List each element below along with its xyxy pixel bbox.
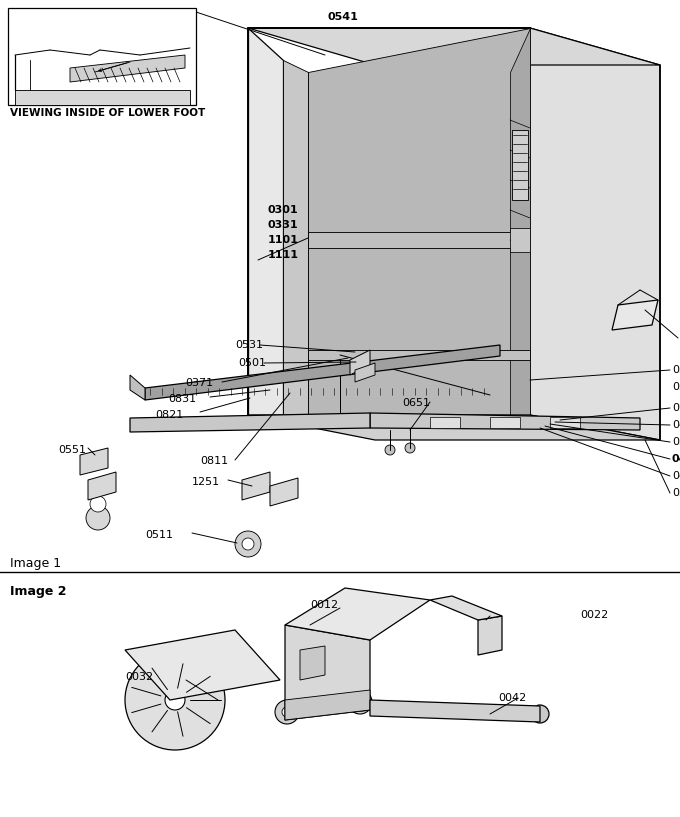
- Polygon shape: [8, 8, 196, 105]
- Polygon shape: [70, 55, 185, 82]
- Polygon shape: [355, 363, 375, 382]
- Text: 0511: 0511: [145, 530, 173, 540]
- Text: 0012: 0012: [310, 600, 338, 610]
- Text: 0042: 0042: [498, 693, 526, 703]
- Text: Image 1: Image 1: [10, 557, 61, 570]
- Polygon shape: [248, 415, 660, 440]
- Text: 1251: 1251: [192, 477, 220, 487]
- Circle shape: [355, 697, 365, 707]
- Text: 0391: 0391: [672, 382, 680, 392]
- Circle shape: [86, 506, 110, 530]
- Text: 0831: 0831: [168, 394, 196, 404]
- Polygon shape: [15, 90, 190, 105]
- Circle shape: [282, 707, 292, 717]
- Circle shape: [125, 650, 225, 750]
- Text: 0541: 0541: [327, 12, 358, 22]
- Polygon shape: [550, 417, 580, 428]
- Circle shape: [165, 690, 185, 710]
- Polygon shape: [248, 28, 660, 65]
- Polygon shape: [510, 228, 530, 252]
- Polygon shape: [145, 345, 500, 400]
- Polygon shape: [242, 472, 270, 500]
- Polygon shape: [285, 588, 430, 640]
- Circle shape: [275, 700, 299, 724]
- Text: 0381: 0381: [672, 365, 680, 375]
- Ellipse shape: [531, 705, 549, 723]
- Polygon shape: [308, 350, 530, 360]
- Text: 0461: 0461: [672, 454, 680, 464]
- Text: Image 2: Image 2: [10, 585, 67, 598]
- Text: 0551: 0551: [58, 445, 86, 455]
- Polygon shape: [370, 700, 540, 722]
- Text: 0821: 0821: [155, 410, 183, 420]
- Circle shape: [405, 443, 415, 453]
- Text: 0531: 0531: [235, 340, 263, 350]
- Polygon shape: [430, 596, 502, 620]
- Text: 0521: 0521: [672, 488, 680, 498]
- Polygon shape: [430, 417, 460, 428]
- Polygon shape: [283, 60, 308, 415]
- Text: 0651: 0651: [402, 398, 430, 408]
- Polygon shape: [270, 478, 298, 506]
- Circle shape: [242, 538, 254, 550]
- Text: 0501: 0501: [238, 358, 266, 368]
- Polygon shape: [88, 472, 116, 500]
- Polygon shape: [512, 130, 528, 200]
- Text: VIEWING INSIDE OF LOWER FOOT: VIEWING INSIDE OF LOWER FOOT: [10, 108, 205, 118]
- Text: 1111: 1111: [268, 250, 299, 260]
- Text: 0331: 0331: [268, 220, 299, 230]
- Polygon shape: [350, 350, 370, 375]
- Text: 0811: 0811: [200, 456, 228, 466]
- Text: 0471: 0471: [672, 420, 680, 430]
- Circle shape: [385, 445, 395, 455]
- Text: 0901: 0901: [672, 403, 680, 413]
- Polygon shape: [478, 616, 502, 655]
- Polygon shape: [125, 630, 280, 700]
- Text: 0301: 0301: [268, 205, 299, 215]
- Polygon shape: [285, 625, 370, 720]
- Circle shape: [90, 496, 106, 512]
- Polygon shape: [308, 28, 530, 415]
- Polygon shape: [80, 448, 108, 475]
- Polygon shape: [130, 413, 370, 432]
- Polygon shape: [370, 413, 640, 430]
- Text: 0022: 0022: [580, 610, 608, 620]
- Polygon shape: [612, 300, 658, 330]
- Polygon shape: [530, 28, 660, 440]
- Polygon shape: [510, 28, 530, 415]
- Polygon shape: [248, 28, 283, 415]
- Polygon shape: [308, 232, 530, 248]
- Polygon shape: [490, 417, 520, 428]
- Polygon shape: [285, 690, 370, 720]
- Text: 0371: 0371: [185, 378, 213, 388]
- Circle shape: [348, 690, 372, 714]
- Polygon shape: [130, 375, 145, 400]
- Polygon shape: [300, 646, 325, 680]
- Circle shape: [235, 531, 261, 557]
- Text: 0451: 0451: [672, 471, 680, 481]
- Text: 0032: 0032: [125, 672, 153, 682]
- Text: 0591: 0591: [672, 437, 680, 447]
- Text: 1101: 1101: [268, 235, 299, 245]
